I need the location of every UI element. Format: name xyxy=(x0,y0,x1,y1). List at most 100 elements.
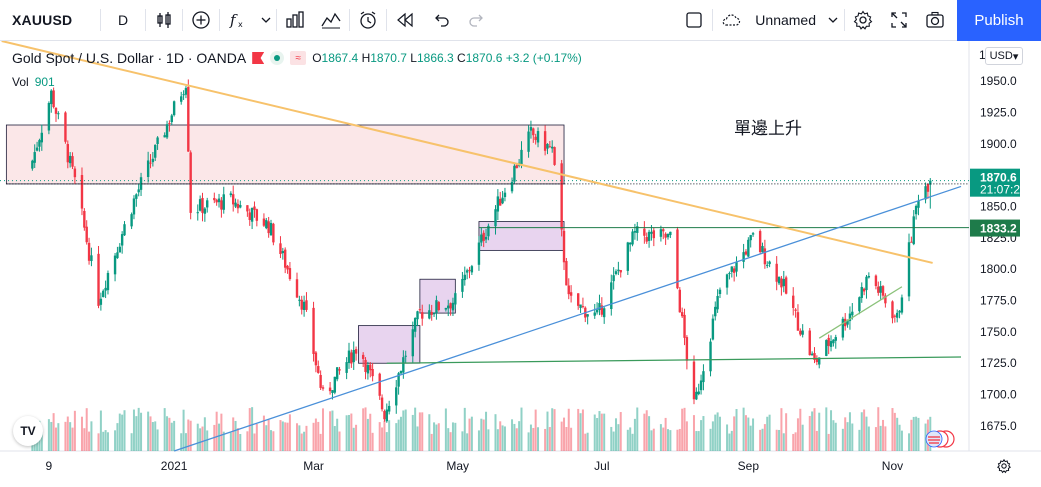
candle-body xyxy=(643,228,646,236)
volume-bar xyxy=(636,407,639,451)
chevron-down-icon[interactable] xyxy=(256,0,276,41)
bar-chart-icon[interactable] xyxy=(277,0,313,41)
volume-bar xyxy=(915,416,918,451)
volume-bar xyxy=(650,430,653,451)
wave-icon[interactable]: ≈ xyxy=(290,51,307,65)
volume-bar xyxy=(799,408,802,451)
y-tick-label: 1950.0 xyxy=(980,74,1017,88)
volume-bar xyxy=(685,421,688,451)
alert-clock-icon[interactable] xyxy=(350,0,386,41)
candle-body xyxy=(305,300,308,310)
status-dot-icon[interactable] xyxy=(270,51,285,65)
bars-icon[interactable] xyxy=(146,0,182,41)
volume-bar xyxy=(253,433,256,451)
annotation-text[interactable]: 單邊上升 xyxy=(734,119,802,139)
candle-body xyxy=(352,349,355,363)
volume-bar xyxy=(303,431,306,451)
volume-bar xyxy=(917,417,920,451)
chevron-down-icon[interactable] xyxy=(822,0,844,41)
volume-bar xyxy=(485,411,488,451)
volume-bar xyxy=(64,421,67,451)
volume-bar xyxy=(470,416,473,451)
interval-button[interactable]: D xyxy=(117,12,129,28)
cloud-icon[interactable] xyxy=(713,0,749,41)
candle-body xyxy=(239,204,242,208)
volume-bar xyxy=(515,428,518,451)
volume-bar xyxy=(867,426,870,451)
symbol-title[interactable]: Gold Spot / U.S. Dollar · 1D · OANDA xyxy=(12,50,247,66)
layout-name[interactable]: Unnamed xyxy=(755,12,816,28)
volume-bar xyxy=(844,417,847,451)
candle-body xyxy=(496,196,500,212)
volume-bar xyxy=(603,413,606,451)
candle-body xyxy=(510,181,514,192)
candle-body xyxy=(480,234,483,243)
volume-bar xyxy=(768,414,771,451)
volume-bar xyxy=(350,413,353,451)
chart-area[interactable]: 1950.01925.01900.01875.01850.01825.01800… xyxy=(0,41,1041,487)
volume-bar xyxy=(352,427,355,451)
volume-bar xyxy=(570,427,573,451)
replay-icon[interactable] xyxy=(387,0,423,41)
candle-body xyxy=(841,318,845,338)
divider xyxy=(386,9,387,31)
volume-bar xyxy=(860,412,863,451)
candle-body xyxy=(669,231,672,236)
compare-icon[interactable] xyxy=(313,0,349,41)
volume-bar xyxy=(362,408,365,451)
y-tick-label: 1775.0 xyxy=(980,294,1017,308)
candle-body xyxy=(302,301,306,311)
volume-bar xyxy=(600,413,603,451)
candle-body xyxy=(463,274,466,281)
volume-bar xyxy=(272,431,275,451)
tradingview-logo-icon[interactable]: TV xyxy=(13,416,43,446)
ohlc-values: O1867.4 H1870.7 L1866.3 C1870.6 +3.2 (+0… xyxy=(312,51,582,65)
fullscreen-icon[interactable] xyxy=(881,0,917,41)
scale-settings-gear-icon[interactable] xyxy=(996,458,1012,474)
redo-icon[interactable] xyxy=(459,0,495,41)
candle-body xyxy=(600,305,604,315)
volume-bar xyxy=(681,408,684,451)
camera-icon[interactable] xyxy=(917,0,953,41)
volume-bar xyxy=(898,424,901,451)
publish-button[interactable]: Publish xyxy=(957,0,1041,41)
candle-body xyxy=(87,242,91,261)
candle-body xyxy=(896,312,899,318)
candle-body xyxy=(799,330,802,335)
symbol-search[interactable]: XAUUSD xyxy=(12,12,73,28)
flag-icon[interactable] xyxy=(252,52,265,64)
add-indicator-icon[interactable] xyxy=(183,0,219,41)
volume-bar xyxy=(461,431,464,451)
candle-body xyxy=(146,160,150,177)
volume-bar xyxy=(402,410,405,451)
candle-body xyxy=(437,302,440,311)
volume-bar xyxy=(99,410,102,451)
candle-body xyxy=(929,180,932,185)
candle-body xyxy=(747,239,750,257)
volume-bar xyxy=(57,423,60,451)
y-tick-label: 1725.0 xyxy=(980,356,1017,370)
volume-bar xyxy=(156,429,159,451)
volume-bar xyxy=(232,417,235,451)
undo-icon[interactable] xyxy=(423,0,459,41)
currency-button[interactable]: USD ▾ xyxy=(985,47,1023,65)
volume-bar xyxy=(499,421,502,451)
square-icon[interactable] xyxy=(676,0,712,41)
candle-body xyxy=(766,264,769,266)
gear-icon[interactable] xyxy=(845,0,881,41)
candle-body xyxy=(38,140,41,147)
candle-body xyxy=(387,405,391,412)
events-flag-icon[interactable] xyxy=(924,429,958,449)
candle-body xyxy=(104,287,107,291)
candle-body xyxy=(832,339,835,344)
volume-bar xyxy=(187,419,190,451)
volume-bar xyxy=(733,416,736,451)
candle-body xyxy=(650,231,653,234)
candle-body xyxy=(447,305,450,309)
volume-bar xyxy=(267,419,270,451)
volume-bar xyxy=(262,415,265,451)
candle-body xyxy=(380,397,384,410)
price-chart[interactable]: 1950.01925.01900.01875.01850.01825.01800… xyxy=(0,41,1041,487)
volume-bar xyxy=(132,409,135,451)
